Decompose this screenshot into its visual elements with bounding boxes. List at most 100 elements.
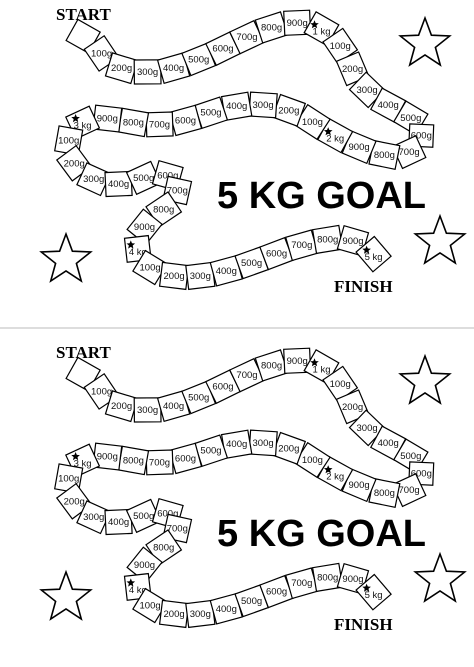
goal-title: 5 KG GOAL bbox=[217, 175, 426, 217]
board-cell bbox=[284, 229, 319, 262]
cell-label: 700g bbox=[399, 147, 420, 158]
cell-label: 300g bbox=[83, 174, 104, 185]
cell-label: 900g bbox=[342, 236, 363, 247]
cell-label: 400g bbox=[163, 401, 184, 412]
cell-label: 1 kg bbox=[313, 27, 331, 38]
cell-label: 400g bbox=[216, 266, 237, 277]
cell-label: 100g bbox=[302, 455, 323, 466]
star-icon bbox=[71, 114, 80, 123]
cell-label: 600g bbox=[411, 131, 432, 142]
board-cell bbox=[355, 235, 392, 273]
cell-label: 800g bbox=[153, 542, 174, 553]
star-icon bbox=[362, 583, 371, 592]
cell-label: 700g bbox=[291, 578, 312, 589]
board-bottom: START 5 KG GOAL FINISH 100g 200g 300g 400g 5… bbox=[39, 343, 467, 634]
cell-label: 800g bbox=[374, 150, 395, 161]
cell-label: 500g bbox=[200, 108, 221, 119]
cell-label: 600g bbox=[411, 469, 432, 480]
star-icon bbox=[310, 358, 319, 367]
cell-label: 500g bbox=[188, 393, 209, 404]
star-icon bbox=[39, 231, 93, 283]
cell-label: 700g bbox=[167, 524, 188, 535]
decor-stars bbox=[39, 353, 467, 621]
cell-label: 200g bbox=[164, 609, 185, 620]
board-cell bbox=[168, 104, 203, 137]
board-cell bbox=[283, 347, 312, 374]
cell-label: 700g bbox=[291, 240, 312, 251]
cell-label: 400g bbox=[226, 439, 247, 450]
cell-label: 700g bbox=[149, 119, 170, 130]
cell-label: 200g bbox=[111, 63, 132, 74]
cell-label: 800g bbox=[261, 360, 282, 371]
cell-label: 200g bbox=[164, 271, 185, 282]
cell-label: 200g bbox=[111, 401, 132, 412]
cell-label: 700g bbox=[236, 370, 257, 381]
cell-label: 100g bbox=[140, 263, 161, 274]
cell-label: 900g bbox=[97, 452, 118, 463]
star-icon bbox=[126, 240, 136, 249]
cell-label: 300g bbox=[83, 512, 104, 523]
board-cell bbox=[259, 236, 295, 271]
cell-label: 600g bbox=[266, 587, 287, 598]
cell-label: 5 kg bbox=[365, 590, 383, 601]
cell-label: 200g bbox=[342, 64, 363, 75]
board-cell bbox=[254, 349, 289, 382]
cell-label: 900g bbox=[287, 18, 308, 29]
cell-label: 400g bbox=[378, 100, 399, 111]
cell-label: 3 kg bbox=[74, 121, 92, 132]
cell-label: 100g bbox=[91, 387, 112, 398]
star-icon bbox=[323, 127, 333, 136]
board-cell bbox=[254, 11, 289, 44]
star-icon bbox=[323, 465, 333, 474]
cell-label: 800g bbox=[317, 234, 338, 245]
board-cell bbox=[311, 224, 344, 255]
cell-label: 300g bbox=[357, 85, 378, 96]
board-cell bbox=[284, 567, 319, 600]
board-cell bbox=[391, 135, 427, 170]
cell-label: 1 kg bbox=[313, 365, 331, 376]
cell-label: 500g bbox=[241, 596, 262, 607]
cell-label: 800g bbox=[317, 572, 338, 583]
cell-label: 900g bbox=[97, 114, 118, 125]
cell-label: 200g bbox=[64, 496, 85, 507]
start-label: START bbox=[56, 343, 111, 362]
decor-stars bbox=[39, 15, 467, 283]
cell-label: 500g bbox=[200, 446, 221, 457]
star-icon bbox=[71, 452, 80, 461]
cell-label: 900g bbox=[349, 480, 370, 491]
cell-label: 300g bbox=[190, 271, 211, 282]
star-icon bbox=[398, 353, 452, 405]
cell-label: 400g bbox=[108, 179, 129, 190]
board-cell bbox=[341, 130, 377, 165]
star-icon bbox=[126, 578, 136, 587]
cell-label: 200g bbox=[342, 402, 363, 413]
board-cell bbox=[168, 442, 203, 475]
goal-title: 5 KG GOAL bbox=[217, 513, 426, 555]
board-cell bbox=[368, 477, 401, 509]
cell-label: 800g bbox=[123, 117, 144, 128]
cell-label: 100g bbox=[330, 41, 351, 52]
cell-label: 900g bbox=[342, 574, 363, 585]
finish-label: FINISH bbox=[334, 277, 393, 296]
cell-label: 800g bbox=[261, 22, 282, 33]
cell-label: 300g bbox=[357, 423, 378, 434]
game-path: 100g 200g 300g 400g 500g 600g 700g 800g 900g 1 kg… bbox=[54, 347, 435, 629]
cell-label: 300g bbox=[253, 100, 274, 111]
board-cell bbox=[145, 449, 174, 476]
cell-label: 2 kg bbox=[326, 472, 344, 483]
cell-label: 3 kg bbox=[74, 459, 92, 470]
cell-label: 100g bbox=[58, 135, 79, 146]
board-cell bbox=[145, 111, 174, 138]
finish-label: FINISH bbox=[334, 615, 393, 634]
board-cell bbox=[125, 160, 162, 196]
cell-label: 5 kg bbox=[365, 252, 383, 263]
cell-label: 300g bbox=[137, 405, 158, 416]
cell-label: 500g bbox=[400, 113, 421, 124]
cell-label: 600g bbox=[212, 44, 233, 55]
cell-label: 800g bbox=[123, 455, 144, 466]
cell-label: 4 kg bbox=[129, 585, 147, 596]
start-label: START bbox=[56, 5, 111, 24]
cell-label: 300g bbox=[137, 67, 158, 78]
